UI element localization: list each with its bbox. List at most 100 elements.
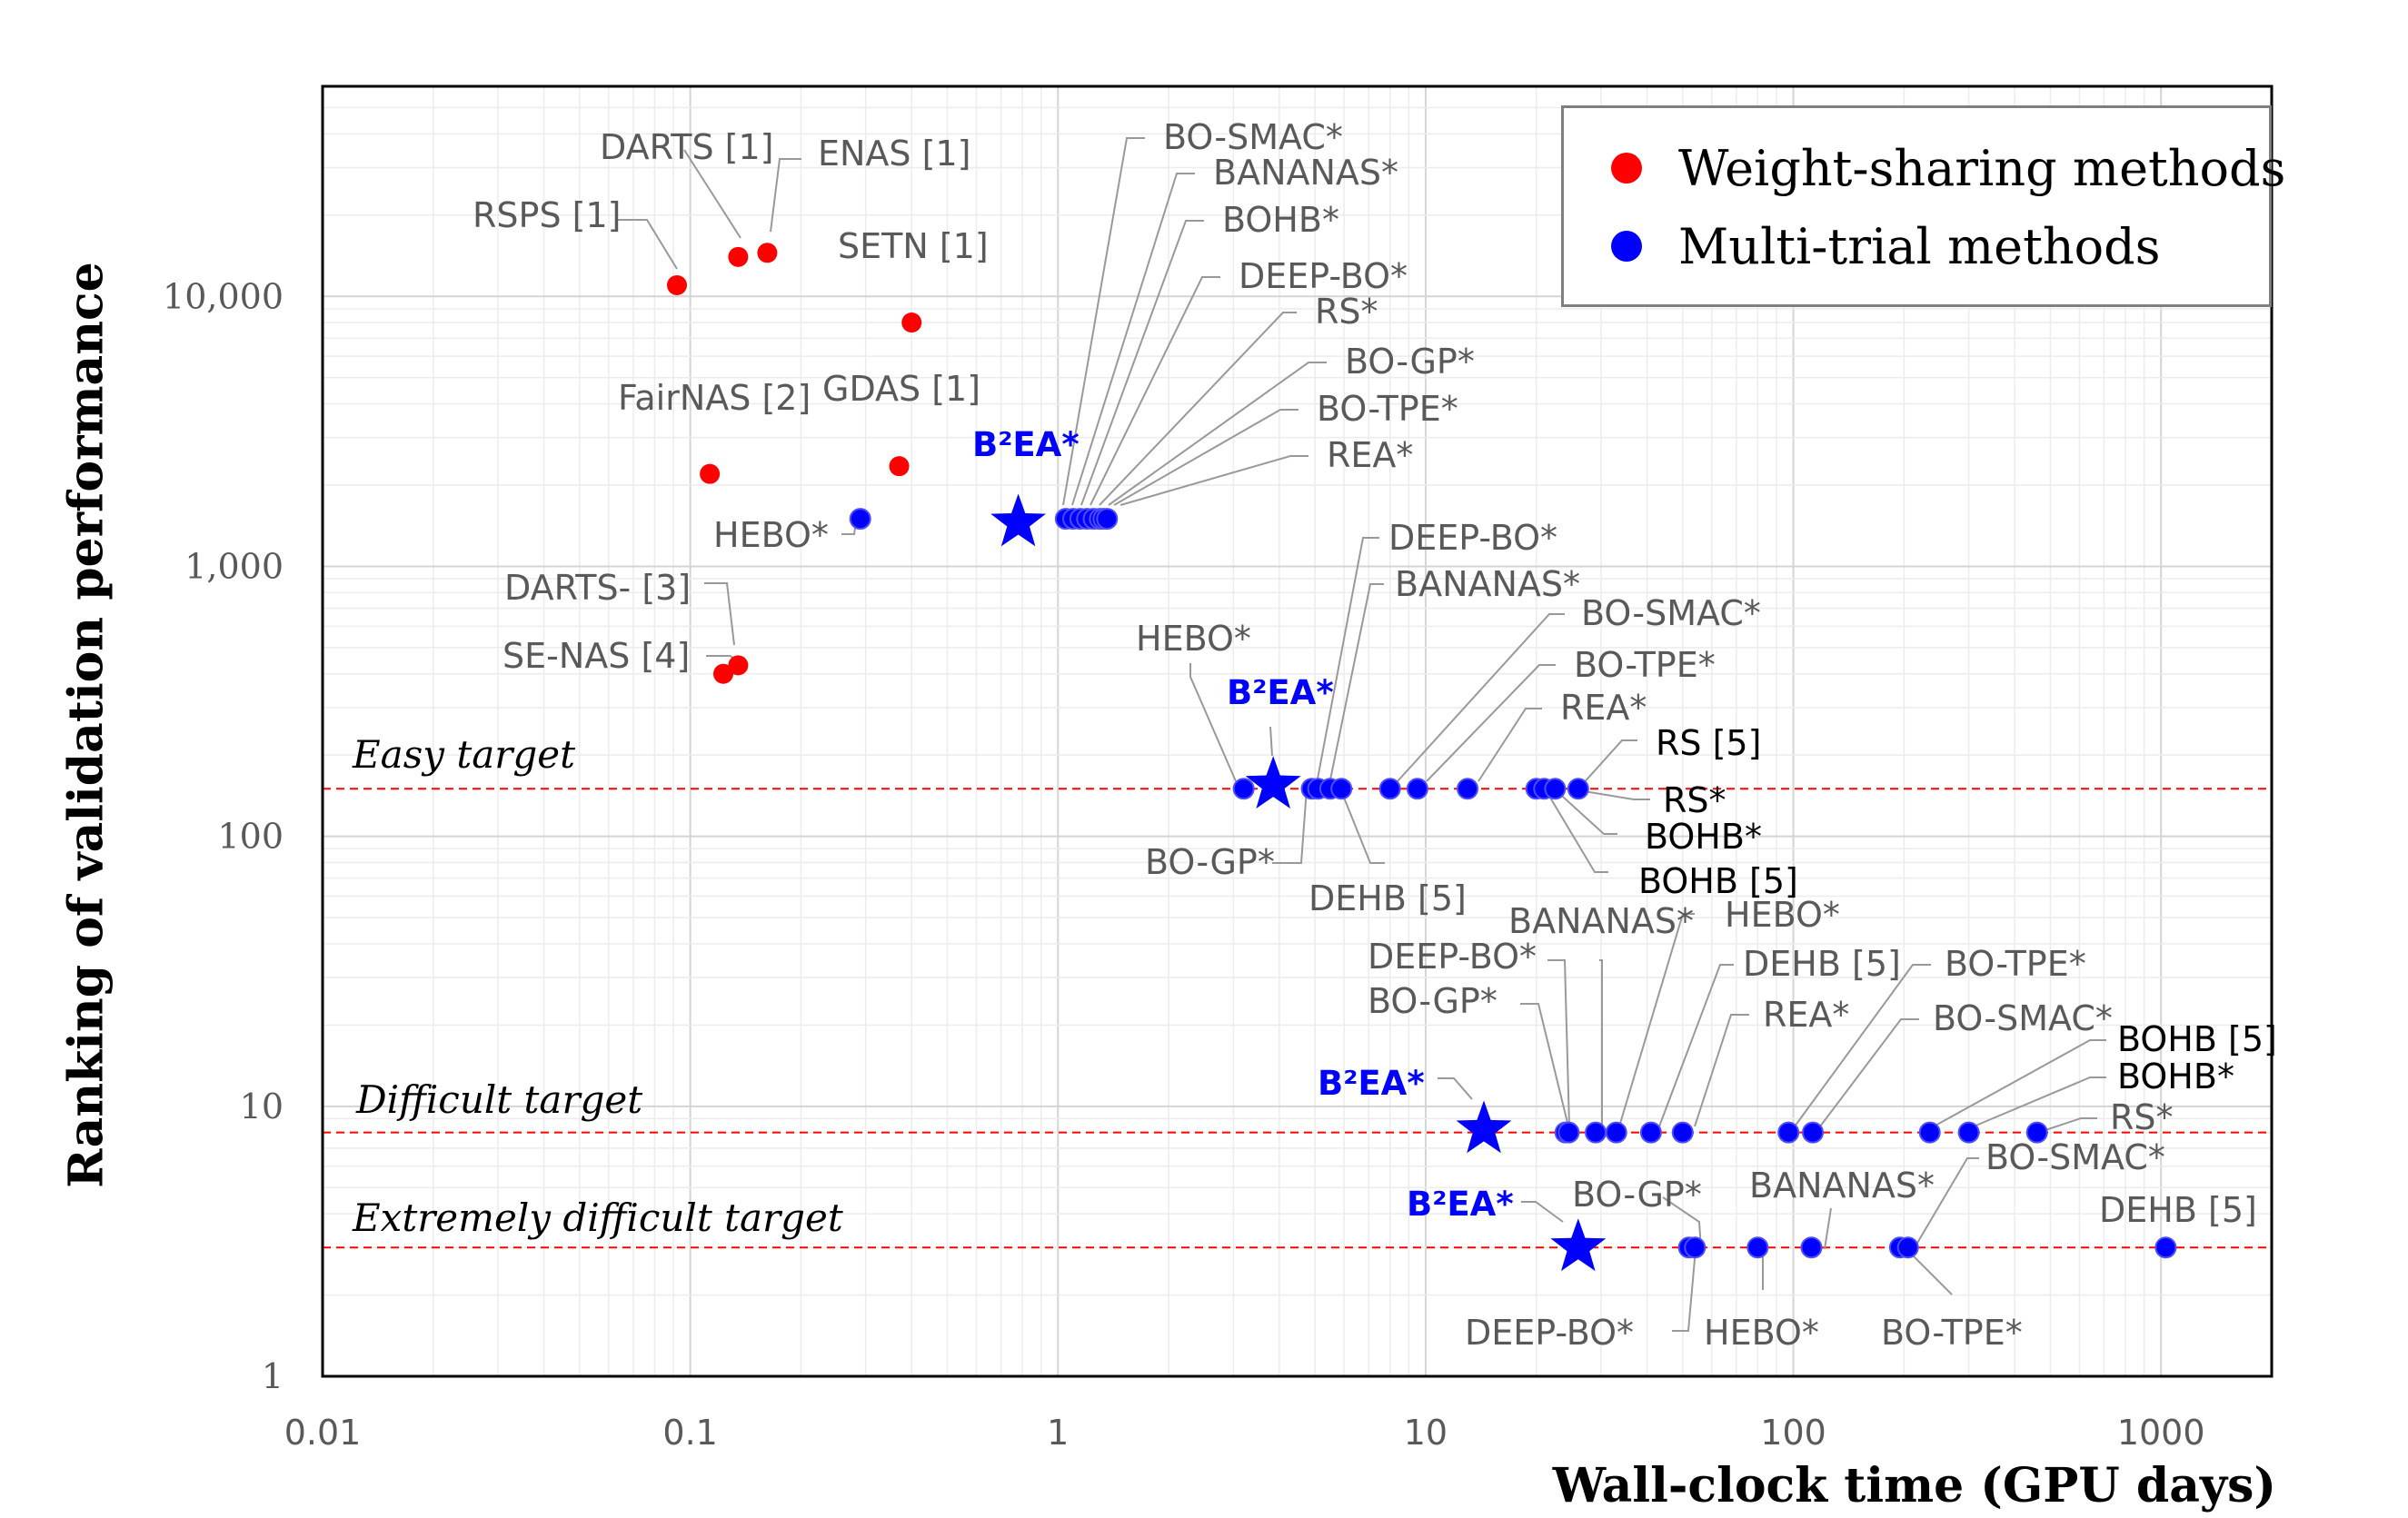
multi-trial-point <box>1567 778 1589 800</box>
leader-line <box>1315 537 1379 789</box>
multi-trial-point <box>1802 1121 1825 1144</box>
x-tick-label: 0.01 <box>284 1413 362 1453</box>
y-tick-label: 1,000 <box>184 546 284 586</box>
x-tick-label: 0.1 <box>662 1413 717 1453</box>
point-label: DEEP-BO* <box>1239 256 1408 296</box>
multi-trial-point <box>2025 1121 2048 1144</box>
multi-trial-point <box>1746 1236 1769 1259</box>
weight-sharing-point <box>728 246 749 267</box>
point-label: DARTS [1] <box>600 127 773 167</box>
y-tick-label: 1 <box>262 1356 284 1396</box>
leader-line <box>1328 583 1384 789</box>
y-axis-title: Ranking of validation performance <box>58 262 114 1188</box>
point-label: DEEP-BO* <box>1368 937 1537 977</box>
b2ea-star-marker <box>1245 756 1301 809</box>
point-label: BOHB* <box>1222 200 1339 240</box>
b2ea-label: B²EA* <box>1318 1064 1425 1103</box>
point-label: ENAS [1] <box>818 134 970 174</box>
point-label: BO-TPE* <box>1945 944 2086 984</box>
point-label: RS* <box>1315 292 1378 332</box>
leader-line <box>1426 664 1556 782</box>
target-label: Extremely difficult target <box>352 1196 843 1240</box>
leader-line <box>1520 1003 1569 1127</box>
y-tick-label: 10 <box>240 1086 284 1126</box>
point-label: BO-TPE* <box>1574 645 1716 685</box>
legend-item-multi-trial: Multi-trial methods <box>1611 218 2160 275</box>
multi-trial-point <box>1684 1236 1706 1259</box>
leader-line <box>1478 708 1542 782</box>
point-label: BO-SMAC* <box>1581 593 1761 633</box>
multi-trial-point <box>1957 1121 1980 1144</box>
point-label: BANANAS* <box>1213 153 1398 193</box>
multi-trial-point <box>1918 1121 1941 1144</box>
leader-line <box>683 149 741 239</box>
weight-sharing-point <box>728 655 749 676</box>
point-label: BO-SMAC* <box>1933 998 2113 1038</box>
point-label: BOHB* <box>1645 817 1762 857</box>
leader-line <box>770 158 801 233</box>
leader-line <box>1108 362 1327 506</box>
point-label: HEBO* <box>713 515 829 555</box>
multi-trial-point <box>1800 1236 1823 1259</box>
point-label: REA* <box>1327 435 1413 475</box>
x-tick-label: 100 <box>1760 1413 1826 1453</box>
leader-line <box>1824 1207 1832 1250</box>
x-tick-label: 10 <box>1404 1413 1448 1453</box>
y-tick-label: 10,000 <box>163 276 284 316</box>
leader-line <box>1567 788 1650 800</box>
point-label: DEEP-BO* <box>1388 518 1557 558</box>
point-label: BO-TPE* <box>1317 389 1458 429</box>
leader-line <box>1062 137 1145 506</box>
leader-line <box>1113 409 1299 506</box>
plot-area-frame <box>321 84 2274 1378</box>
leader-line <box>1658 964 1734 1127</box>
point-label: DEEP-BO* <box>1465 1313 1634 1353</box>
multi-trial-point <box>1671 1121 1694 1144</box>
leader-line <box>1906 1248 1953 1295</box>
point-label: DEHB [5] <box>1743 944 1901 984</box>
leader-line <box>1521 1201 1564 1223</box>
leader-line <box>616 219 678 270</box>
target-label: Difficult target <box>355 1077 642 1122</box>
b2ea-label: B²EA* <box>1227 673 1334 712</box>
leader-line <box>1099 312 1297 506</box>
point-label: SE-NAS [4] <box>502 636 690 676</box>
leader-line <box>1672 1248 1697 1332</box>
b2ea-label: B²EA* <box>972 425 1080 464</box>
leader-line <box>1973 1076 2106 1127</box>
point-label: FairNAS [2] <box>618 378 811 418</box>
multi-trial-point <box>1406 778 1428 800</box>
leader-line <box>1119 455 1308 506</box>
leader-line <box>1071 173 1195 506</box>
multi-trial-point <box>1457 778 1479 800</box>
weight-sharing-point <box>713 663 734 684</box>
point-label: GDAS [1] <box>822 369 980 409</box>
multi-trial-point <box>849 508 871 531</box>
leader-line <box>1269 726 1273 757</box>
point-label: DEHB [5] <box>2099 1190 2257 1230</box>
leader-line <box>1339 788 1385 864</box>
leader-line <box>1913 1157 1979 1250</box>
point-label: RS [5] <box>1656 723 1761 763</box>
point-label: BO-TPE* <box>1881 1313 2023 1353</box>
weight-sharing-point <box>666 274 687 295</box>
multi-trial-point <box>1639 1121 1662 1144</box>
point-label: REA* <box>1763 995 1849 1035</box>
point-label: BOHB [5] <box>1638 861 1798 901</box>
leader-line <box>704 582 735 646</box>
point-label: BO-GP* <box>1145 842 1275 882</box>
point-label: BANANAS* <box>1508 901 1694 941</box>
target-label: Easy target <box>352 732 575 777</box>
b2ea-star-marker <box>1456 1100 1512 1154</box>
point-label: DEHB [5] <box>1308 878 1467 918</box>
leader-line <box>1090 276 1220 506</box>
leader-line <box>1819 1018 1919 1127</box>
point-label: RS* <box>2110 1097 2174 1137</box>
point-label: RSPS [1] <box>473 195 621 235</box>
b2ea-star-marker <box>990 493 1046 547</box>
point-label: DARTS- [3] <box>504 568 691 608</box>
leader-line <box>1544 788 1608 873</box>
x-tick-label: 1 <box>1047 1413 1069 1453</box>
weight-sharing-point <box>889 456 910 477</box>
